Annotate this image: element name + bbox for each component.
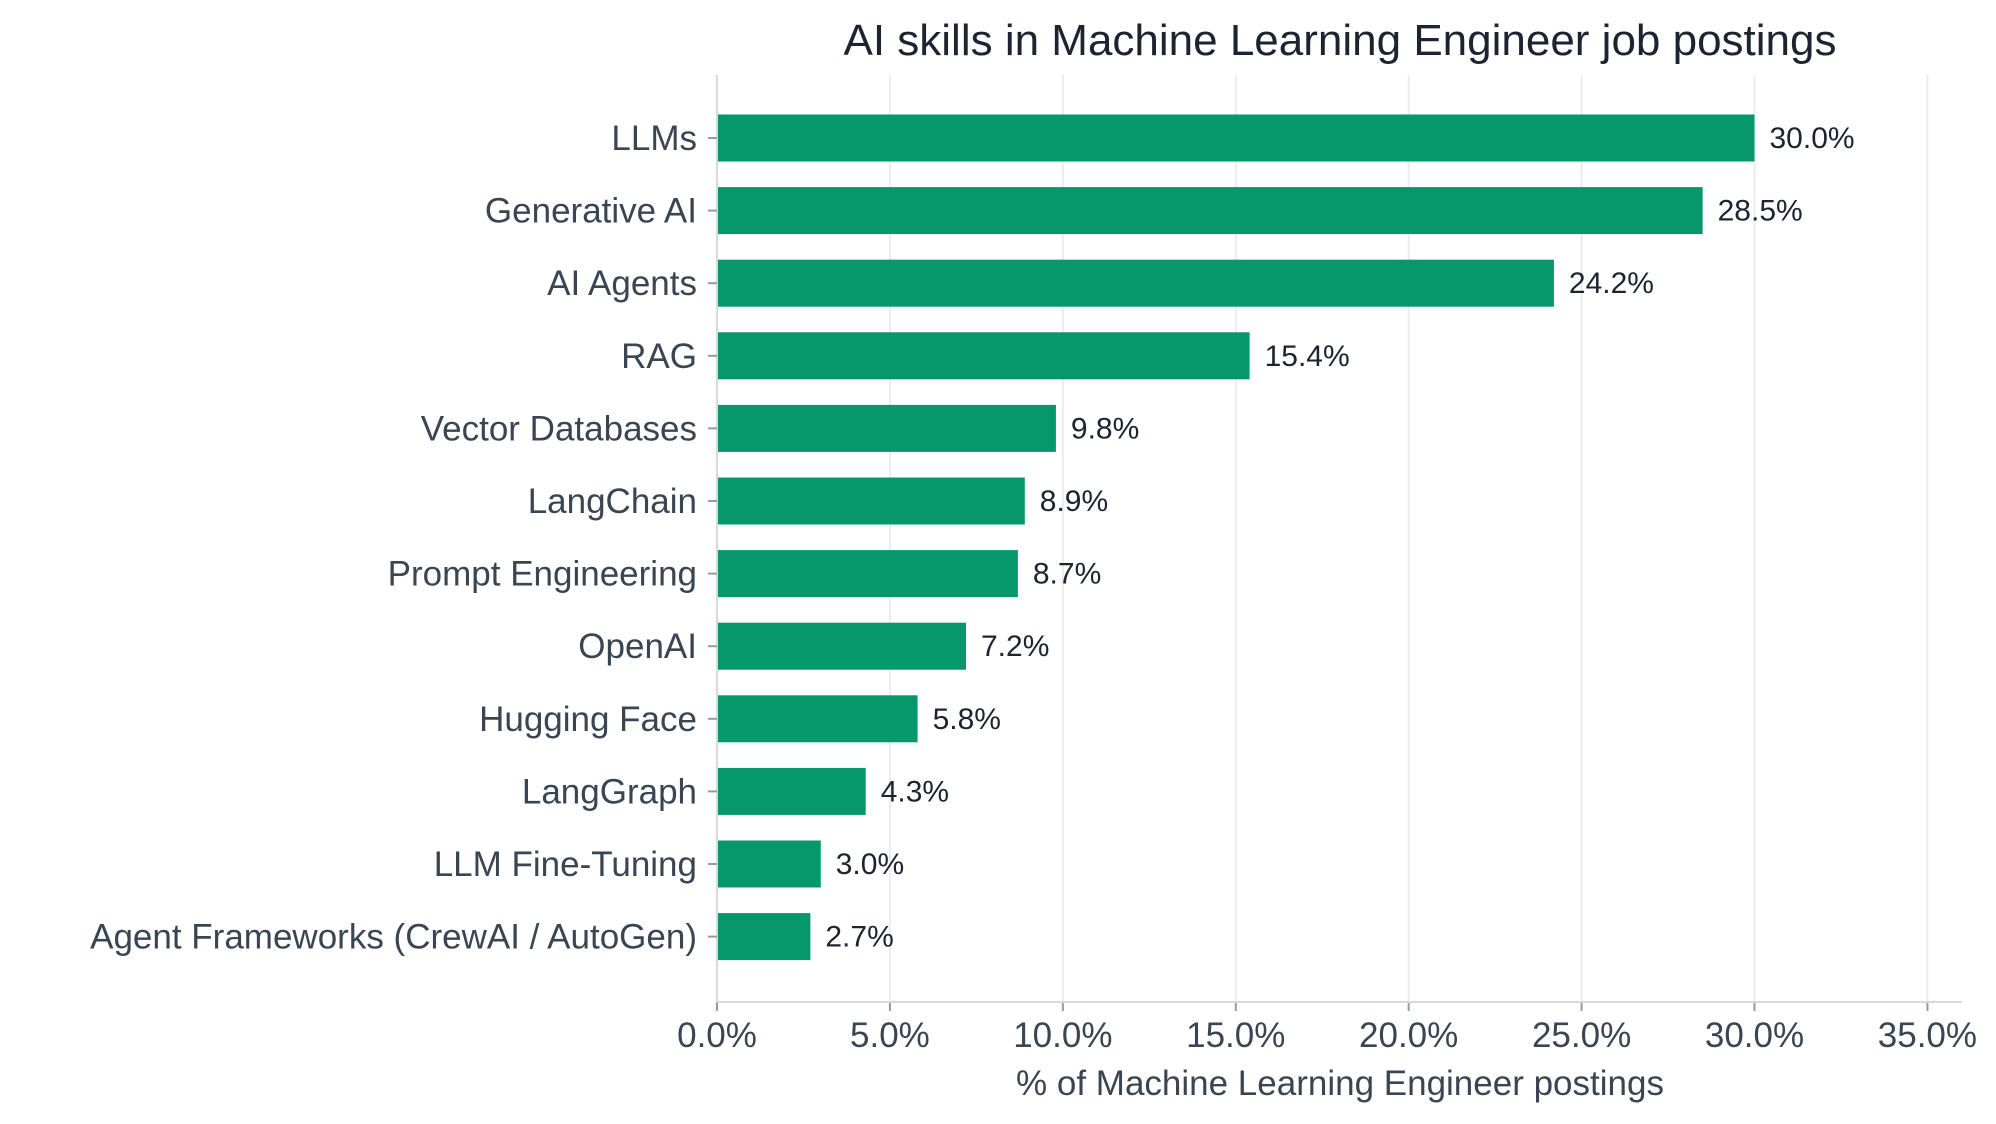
bar-9 — [717, 767, 866, 815]
bar-11 — [717, 913, 811, 961]
bar-2 — [717, 259, 1554, 307]
value-label-9: 4.3% — [881, 775, 949, 808]
value-label-4: 9.8% — [1071, 412, 1139, 445]
category-label-0: LLMs — [611, 119, 697, 158]
bar-1 — [717, 187, 1703, 235]
value-label-1: 28.5% — [1718, 195, 1803, 228]
labels: LLMs 30.0% Generative AI 28.5% AI Agents 24.2… — [90, 119, 1854, 957]
x-tick-label-7: 35.0% — [1878, 1016, 1977, 1055]
bar-4 — [717, 404, 1056, 452]
chart-title: AI skills in Machine Learning Engineer j… — [843, 16, 1836, 65]
bars — [717, 114, 1755, 961]
x-tick-label-3: 15.0% — [1186, 1016, 1285, 1055]
category-label-2: AI Agents — [547, 264, 697, 303]
category-label-1: Generative AI — [485, 192, 697, 231]
bar-8 — [717, 695, 918, 743]
x-tick-label-6: 30.0% — [1705, 1016, 1804, 1055]
category-label-3: RAG — [621, 337, 697, 376]
x-tick-label-2: 10.0% — [1013, 1016, 1112, 1055]
value-label-2: 24.2% — [1569, 267, 1654, 300]
value-label-10: 3.0% — [836, 848, 904, 881]
x-axis-title: % of Machine Learning Engineer postings — [1016, 1064, 1664, 1103]
x-axis: 0.0% 5.0% 10.0% 15.0% 20.0% 25.0% 30.0% 35.0% — [677, 75, 1977, 1055]
x-tick-label-5: 25.0% — [1532, 1016, 1631, 1055]
bar-0 — [717, 114, 1755, 162]
bar-6 — [717, 550, 1018, 598]
category-label-7: OpenAI — [578, 627, 697, 666]
category-label-5: LangChain — [528, 482, 697, 521]
bar-3 — [717, 332, 1250, 380]
value-label-3: 15.4% — [1265, 340, 1350, 373]
category-label-11: Agent Frameworks (CrewAI / AutoGen) — [90, 918, 697, 957]
category-label-9: LangGraph — [522, 772, 697, 811]
value-label-0: 30.0% — [1770, 122, 1855, 155]
value-label-11: 2.7% — [825, 921, 893, 954]
bar-10 — [717, 840, 821, 888]
category-label-4: Vector Databases — [421, 409, 697, 448]
x-tick-label-4: 20.0% — [1359, 1016, 1458, 1055]
bar-7 — [717, 622, 966, 670]
value-label-7: 7.2% — [981, 630, 1049, 663]
category-label-8: Hugging Face — [479, 700, 697, 739]
bar-5 — [717, 477, 1025, 525]
value-label-6: 8.7% — [1033, 558, 1101, 591]
category-label-6: Prompt Engineering — [388, 555, 697, 594]
value-label-8: 5.8% — [933, 703, 1001, 736]
value-label-5: 8.9% — [1040, 485, 1108, 518]
x-tick-label-1: 5.0% — [850, 1016, 930, 1055]
category-label-10: LLM Fine-Tuning — [434, 845, 697, 884]
x-tick-label-0: 0.0% — [677, 1016, 757, 1055]
